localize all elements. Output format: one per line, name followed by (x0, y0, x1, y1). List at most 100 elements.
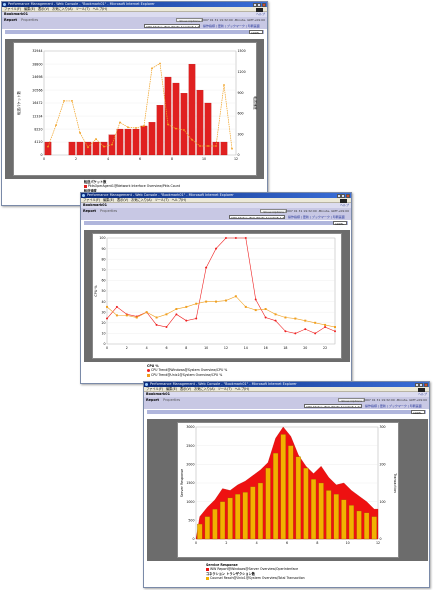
show-options-button[interactable]: Show Options (176, 18, 203, 23)
menu-file[interactable]: ファイル(F) (146, 387, 164, 391)
line-point (103, 145, 105, 148)
help-link[interactable]: ヘルプ (339, 203, 349, 207)
menu-tools[interactable]: ツール(T) (217, 387, 232, 391)
show-options-button[interactable]: Show Options (338, 398, 365, 403)
y-tick-label: 90 (101, 247, 105, 251)
chart-legend: Service Response WW Report@Windows@Serve… (204, 562, 334, 586)
date-range: 2007 01 31 19:32:00 -Minute- GMT+09:00 (201, 18, 265, 22)
properties-tab[interactable]: Properties (100, 209, 118, 213)
line-point (106, 317, 108, 320)
report-select[interactable]: CPU Status (6U) (Multi-Agent)(6.1.2) (304, 404, 362, 408)
browser-window-1: Performance Management - Web Console - "… (1, 1, 268, 206)
close-button[interactable] (346, 193, 350, 198)
window-title: Performance Management - Web Console - "… (87, 193, 234, 197)
x-tick-label: 0 (106, 346, 108, 350)
line-point (167, 123, 169, 126)
menu-view[interactable]: 表示(V) (116, 198, 129, 202)
bar (76, 141, 84, 156)
series-line (47, 62, 233, 149)
legend-item: CPU Trend@Windows@System Overview/CPU % (151, 368, 228, 373)
minimize-button[interactable] (414, 382, 419, 387)
x-tick-label: 10 (202, 157, 206, 161)
zoom-select[interactable]: 100% (249, 29, 263, 35)
bar (212, 509, 218, 540)
menu-bar: ファイル(F) 編集(E) 表示(V) お気に入り(A) ツール(T) ヘルプ(H) (144, 387, 429, 392)
bar (235, 494, 241, 540)
line-point (254, 309, 257, 312)
minimize-button[interactable] (336, 193, 341, 198)
report-tab[interactable]: Report (83, 209, 96, 213)
menu-edit[interactable]: 編集(E) (166, 387, 177, 391)
y-tick-label: 28800 (32, 62, 42, 66)
menu-tools[interactable]: ツール(T) (154, 198, 169, 202)
report-select[interactable]: CPU Status (6U) (Multi-Agent)(6.1.2) (229, 215, 285, 219)
action-links[interactable]: 操作指標 | 更新 | ブックマーク | 印刷画面 (203, 24, 260, 28)
properties-tab[interactable]: Properties (21, 18, 39, 22)
minimize-button[interactable] (252, 2, 257, 7)
menu-help[interactable]: ヘルプ(H) (92, 7, 108, 11)
bar (295, 456, 301, 540)
line-point (125, 314, 128, 317)
line-point (284, 330, 287, 333)
menu-help[interactable]: ヘルプ(H) (171, 198, 187, 202)
x-tick-label: 12 (234, 157, 238, 161)
help-link[interactable]: ヘルプ (255, 12, 265, 16)
menu-view[interactable]: 表示(V) (179, 387, 192, 391)
y-tick-label: 40 (101, 300, 105, 304)
line-point (215, 145, 217, 147)
x-tick-label: 2 (75, 157, 77, 161)
menu-tools[interactable]: ツール(T) (75, 7, 90, 11)
menu-edit[interactable]: 編集(E) (24, 7, 35, 11)
y-tick-label: 3000 (186, 425, 194, 429)
line-point (151, 67, 153, 70)
bar (68, 141, 76, 156)
y-tick-label: 16472 (32, 101, 42, 105)
line-point (304, 319, 307, 322)
y-tick-label: 20566 (32, 88, 42, 92)
properties-tab[interactable]: Properties (163, 398, 181, 402)
action-links[interactable]: 操作指標 | 更新 | ブックマーク | 印刷画面 (365, 404, 422, 408)
maximize-button[interactable] (341, 193, 346, 198)
line-point (205, 266, 208, 269)
menu-edit[interactable]: 編集(E) (103, 198, 114, 202)
zoom-bar (147, 410, 426, 414)
y-tick-label: 4110 (34, 140, 42, 144)
y-tick-label: 100 (99, 236, 105, 240)
zoom-select[interactable]: 100% (411, 409, 425, 415)
action-links[interactable]: 操作指標 | 更新 | ブックマーク | 印刷画面 (288, 215, 345, 219)
close-button[interactable] (262, 2, 266, 7)
y-axis-label: 転送パケット数 (16, 91, 21, 115)
bar (124, 128, 132, 156)
menu-file[interactable]: ファイル(F) (83, 198, 101, 202)
control-row: CPU Status (6U) (Multi-Agent)(6.1.2) 操作指… (144, 403, 429, 409)
y-tick-label: 20 (101, 321, 105, 325)
report-select[interactable]: CPU Status (6U) (Multi-Agent)(6.1.2) (144, 24, 200, 28)
dashboard-name: Bookmark01 (83, 203, 107, 207)
chart-panel: 0 4110 8220 12334 16472 20566 24698 28800 32944 0… (13, 42, 258, 176)
x-tick-label: 8 (316, 541, 318, 545)
maximize-button[interactable] (419, 382, 424, 387)
close-button[interactable] (424, 382, 428, 387)
bar (326, 490, 332, 540)
menu-favorites[interactable]: お気に入り(A) (194, 387, 215, 391)
zoom-select[interactable]: 100% (333, 220, 347, 226)
menu-view[interactable]: 表示(V) (37, 7, 50, 11)
menu-favorites[interactable]: お気に入り(A) (131, 198, 152, 202)
legend-item: PktsOperAgent1@Network Interface Overvie… (88, 184, 180, 189)
report-tab[interactable]: Report (146, 398, 159, 402)
menu-file[interactable]: ファイル(F) (4, 7, 22, 11)
line-point (165, 326, 168, 329)
y-tick-label: 24698 (32, 75, 42, 79)
chart-panel: 0 500 1000 1500 2000 2500 3000 0 100 200 300 0 2 4 6 8 1… (177, 422, 399, 558)
report-tab[interactable]: Report (4, 18, 17, 22)
line-point (63, 100, 65, 102)
help-link[interactable]: ヘルプ (417, 392, 427, 396)
legend-title-2: コネクション トランザクション数 (206, 571, 255, 576)
show-options-button[interactable]: Show Options (260, 209, 287, 214)
line-point (224, 299, 227, 302)
menu-favorites[interactable]: お気に入り(A) (52, 7, 73, 11)
maximize-button[interactable] (257, 2, 262, 7)
line-point (185, 319, 188, 322)
menu-help[interactable]: ヘルプ(H) (234, 387, 250, 391)
y-axis-label: CPU % (94, 285, 98, 297)
